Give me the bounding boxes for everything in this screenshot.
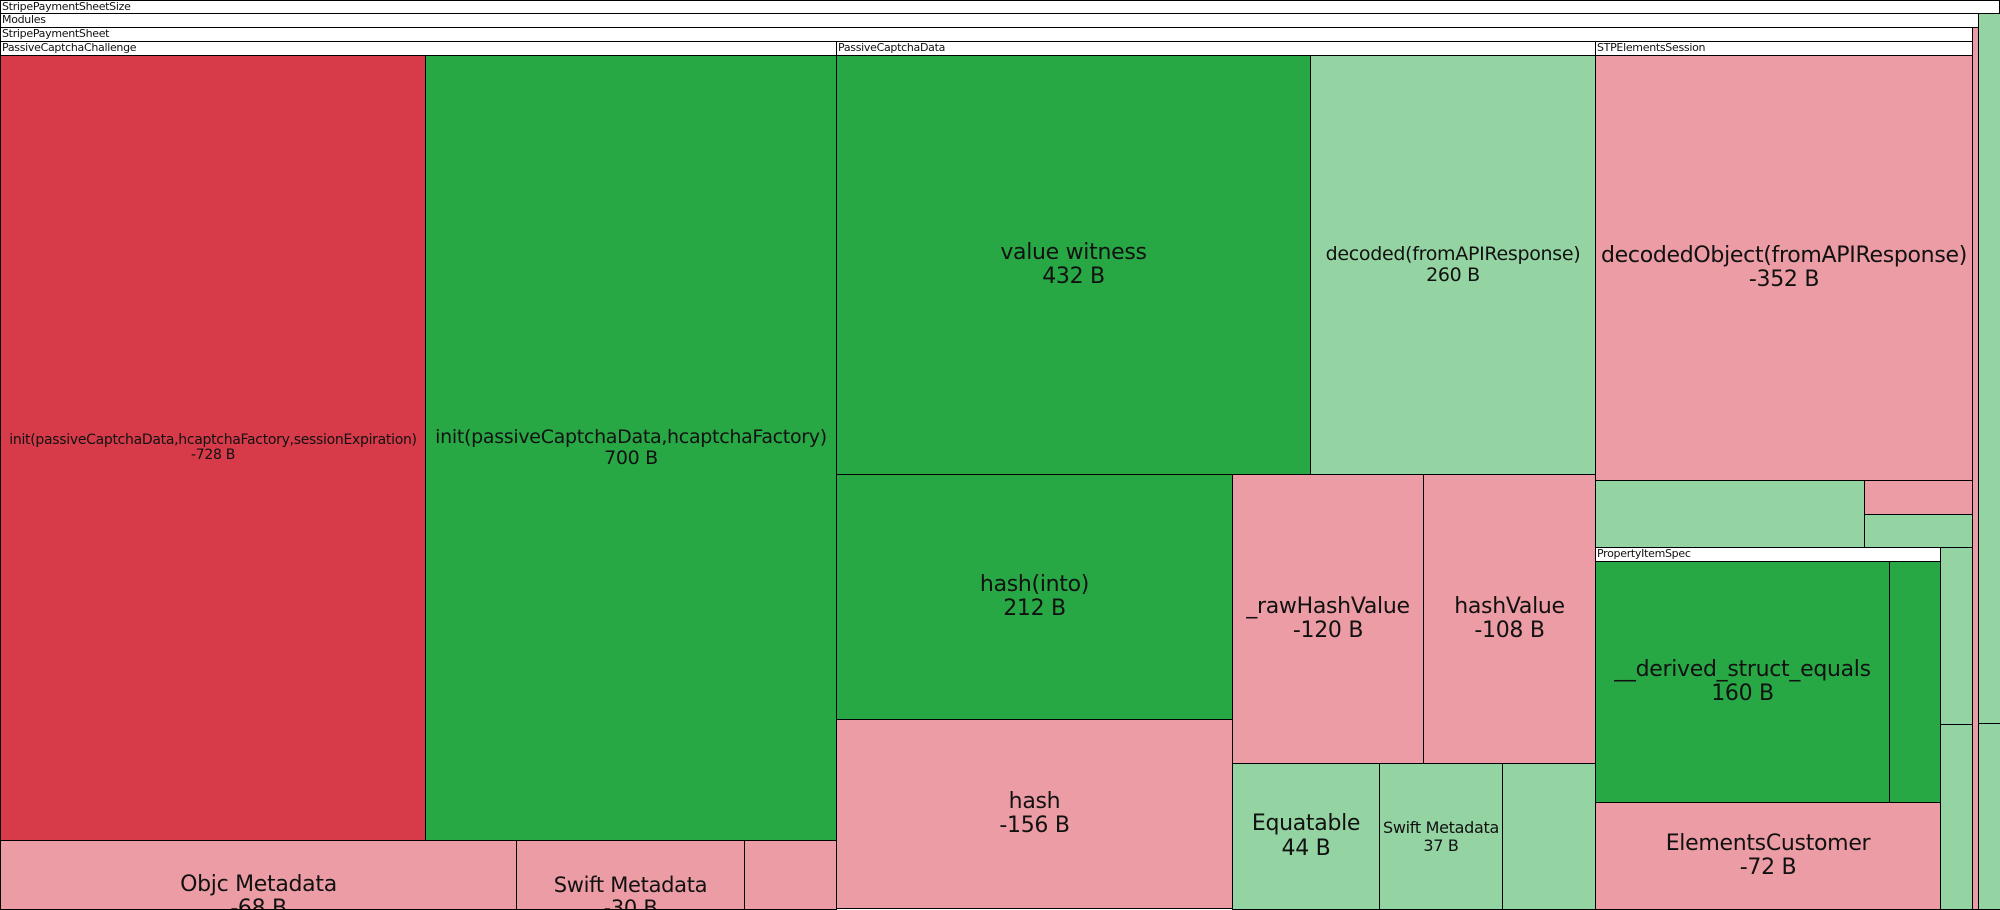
group-header-label: PassiveCaptchaChallenge [2, 41, 137, 54]
cell-name: Swift Metadata [553, 872, 708, 897]
cell-name: __derived_struct_equals [1614, 656, 1871, 682]
cell-name: hash(into) [979, 571, 1090, 597]
treemap-cell-session-col-green-bottom[interactable] [1940, 724, 1973, 910]
cell-size: 37 B [1423, 835, 1459, 855]
treemap-cell-swift-metadata-data[interactable]: Swift Metadata 37 B [1379, 763, 1503, 910]
cell-size: 432 B [1042, 264, 1105, 289]
group-header-property-item-spec[interactable]: PropertyItemSpec [1595, 547, 1941, 562]
group-header-label: PassiveCaptchaData [838, 41, 946, 54]
treemap-cell-property-item-spec-misc[interactable] [1889, 561, 1941, 803]
treemap-cell-elements-customer[interactable]: ElementsCustomer -72 B [1595, 802, 1941, 910]
treemap-cell-init-session-expiration[interactable]: init(passiveCaptchaData,hcaptchaFactory,… [0, 55, 426, 841]
treemap-cell-hash[interactable]: hash -156 B [836, 719, 1233, 909]
cell-size: -156 B [999, 813, 1070, 838]
cell-size: 160 B [1711, 681, 1774, 706]
treemap-cell-equatable[interactable]: Equatable 44 B [1232, 763, 1380, 910]
cell-name: init(passiveCaptchaData,hcaptchaFactory,… [9, 431, 417, 448]
treemap-cell-objc-metadata[interactable]: Objc Metadata -68 B [0, 840, 517, 910]
treemap-cell-session-misc-green-b[interactable] [1864, 514, 1973, 548]
cell-size: 700 B [604, 447, 658, 469]
treemap-cell-session-col-green-top[interactable] [1940, 547, 1973, 725]
treemap-cell-session-misc-red[interactable] [1864, 480, 1973, 515]
treemap-cell-session-misc-green-a[interactable] [1595, 480, 1865, 548]
group-header-label: STPElementsSession [1597, 41, 1706, 54]
cell-name: ElementsCustomer [1665, 830, 1871, 856]
cell-name: Swift Metadata [1383, 817, 1499, 837]
group-header-label: StripePaymentSheet [2, 27, 110, 40]
cell-name: decoded(fromAPIResponse) [1325, 243, 1581, 266]
group-header-label: PropertyItemSpec [1597, 547, 1691, 560]
group-header-root[interactable]: StripePaymentSheetSize [0, 0, 2000, 14]
group-header-label: StripePaymentSheetSize [2, 0, 131, 13]
group-header-modules[interactable]: Modules [0, 13, 1979, 28]
cell-size: -68 B [230, 896, 287, 910]
treemap-cell-derived-struct-equals[interactable]: __derived_struct_equals 160 B [1595, 561, 1890, 803]
group-header-label: Modules [2, 13, 46, 26]
treemap-cell-decoded-object-from-api[interactable]: decodedObject(fromAPIResponse) -352 B [1595, 55, 1973, 481]
treemap-cell-modules-right-green-top[interactable] [1978, 13, 2000, 724]
cell-size: -30 B [603, 896, 658, 910]
treemap-cell-data-misc[interactable] [1502, 763, 1596, 910]
treemap-cell-raw-hash-value[interactable]: _rawHashValue -120 B [1232, 474, 1424, 764]
cell-size: -352 B [1748, 267, 1820, 292]
group-header-passive-captcha-challenge[interactable]: PassiveCaptchaChallenge [0, 41, 837, 56]
treemap-cell-modules-right-green-bottom[interactable] [1978, 723, 2000, 910]
treemap-cell-hash-into[interactable]: hash(into) 212 B [836, 474, 1233, 720]
group-header-stripe-payment-sheet[interactable]: StripePaymentSheet [0, 27, 1973, 42]
cell-size: -108 B [1474, 618, 1545, 643]
treemap-cell-decoded-from-api[interactable]: decoded(fromAPIResponse) 260 B [1310, 55, 1596, 475]
cell-name: _rawHashValue [1246, 593, 1410, 619]
cell-name: Equatable [1251, 811, 1361, 837]
cell-size: -120 B [1292, 618, 1364, 643]
cell-name: hashValue [1454, 593, 1565, 619]
treemap-cell-value-witness[interactable]: value witness 432 B [836, 55, 1311, 475]
cell-size: 44 B [1281, 835, 1331, 861]
cell-name: decodedObject(fromAPIResponse) [1601, 242, 1967, 268]
cell-size: 260 B [1426, 264, 1480, 286]
group-header-passive-captcha-data[interactable]: PassiveCaptchaData [836, 41, 1596, 56]
group-header-stp-elements-session[interactable]: STPElementsSession [1595, 41, 1973, 56]
cell-name: value witness [1000, 239, 1147, 265]
cell-name: hash [1008, 788, 1061, 814]
cell-size: -72 B [1739, 855, 1797, 880]
treemap-cell-init-hcaptcha-factory[interactable]: init(passiveCaptchaData,hcaptchaFactory)… [425, 55, 837, 841]
cell-name: init(passiveCaptchaData,hcaptchaFactory) [435, 426, 827, 449]
cell-size: -728 B [190, 447, 236, 463]
cell-name: Objc Metadata [180, 871, 337, 897]
cell-size: 212 B [1003, 596, 1066, 621]
treemap-cell-hash-value[interactable]: hashValue -108 B [1423, 474, 1596, 764]
